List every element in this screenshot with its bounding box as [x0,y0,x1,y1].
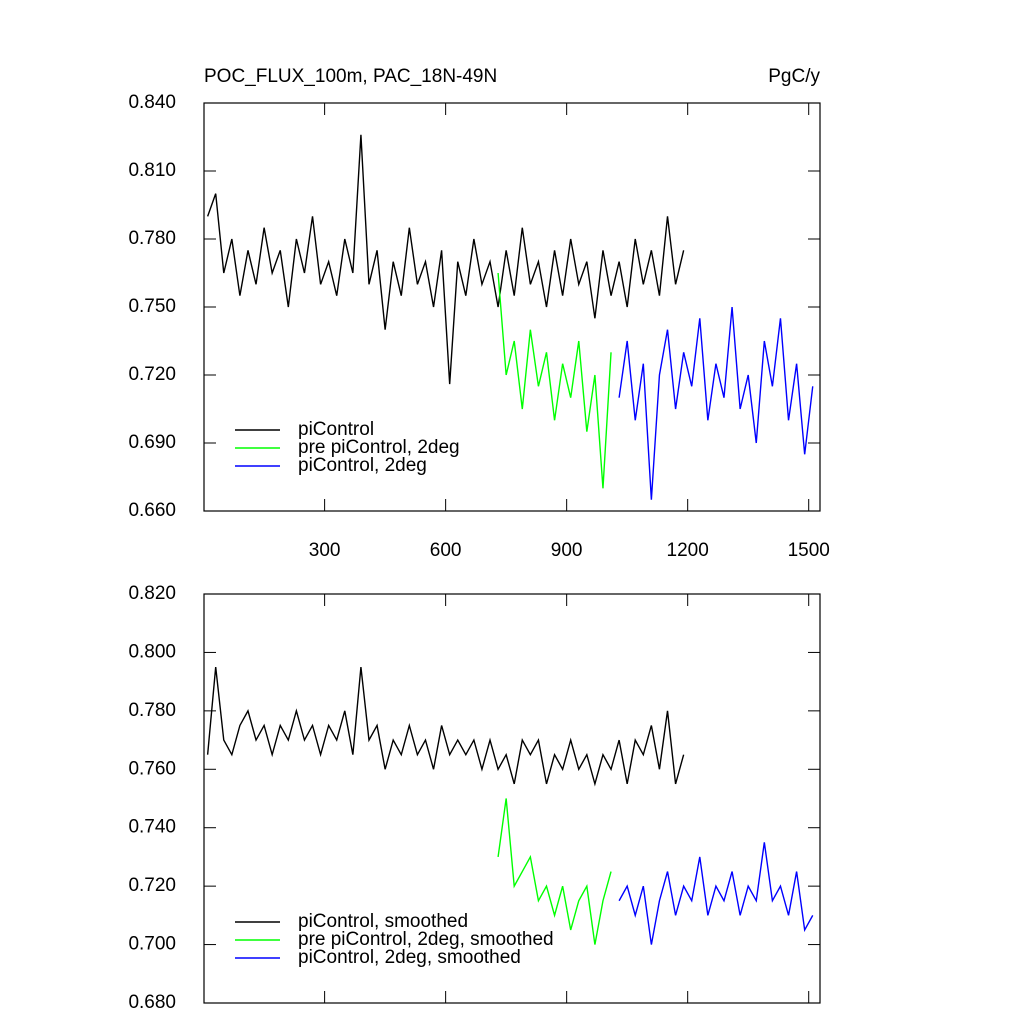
x-tick-label: 1200 [667,540,709,561]
series-line [497,272,612,489]
legend-label: piControl, smoothed [298,911,468,932]
y-tick-label: 0.660 [128,500,176,521]
x-tick-label: 1500 [788,540,830,561]
legend-label: pre piControl, 2deg, smoothed [298,929,554,950]
y-tick-label: 0.810 [128,160,176,181]
x-tick-label: 900 [551,540,583,561]
y-tick-label: 0.700 [128,934,176,955]
y-tick-label: 0.800 [128,641,176,662]
y-tick-label: 0.760 [128,758,176,779]
y-tick-label: 0.690 [128,432,176,453]
y-tick-label: 0.780 [128,228,176,249]
chart-title: POC_FLUX_100m, PAC_18N-49N [204,66,497,87]
legend-label: piControl, 2deg, smoothed [298,947,521,968]
series-line [206,666,685,787]
y-tick-label: 0.740 [128,817,176,838]
plot-frame [203,102,821,512]
plot-frame [203,593,821,1004]
legend-label: piControl, 2deg [298,455,427,476]
y-tick-label: 0.680 [128,992,176,1013]
series-line [618,306,814,500]
y-tick-label: 0.720 [128,364,176,385]
series-line [206,134,685,385]
y-tick-label: 0.820 [128,583,176,604]
y-tick-label: 0.780 [128,700,176,721]
legend-label: piControl [298,419,374,440]
x-tick-label: 600 [430,540,462,561]
series-line [618,842,814,945]
y-tick-label: 0.840 [128,92,176,113]
units-label: PgC/y [768,66,820,87]
x-tick-label: 300 [309,540,341,561]
legend-label: pre piControl, 2deg [298,437,460,458]
y-tick-label: 0.720 [128,875,176,896]
y-tick-label: 0.750 [128,296,176,317]
series-line [497,798,612,945]
